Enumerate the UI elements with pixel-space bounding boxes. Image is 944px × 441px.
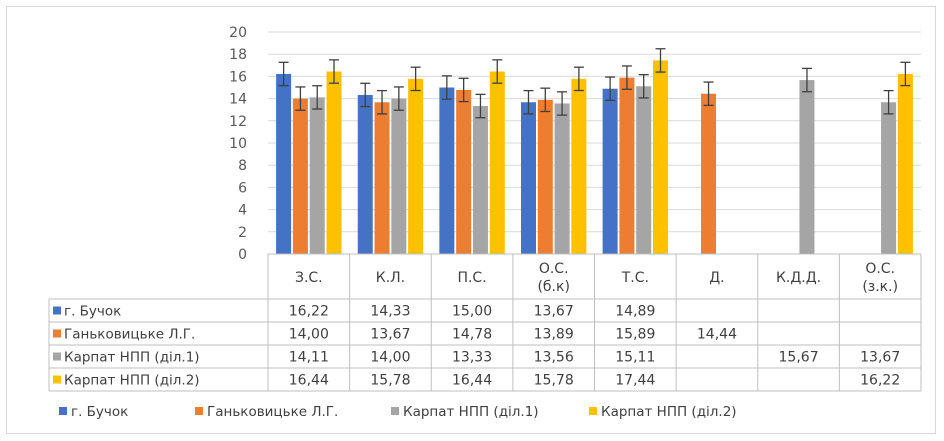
table-value: 14,33	[370, 304, 410, 320]
legend-key	[195, 407, 203, 415]
y-tick-label: 4	[238, 203, 247, 219]
bar	[602, 88, 618, 254]
table-series-name: г. Бучок	[64, 304, 121, 320]
table-value: 14,89	[615, 304, 655, 320]
y-tick-label: 6	[238, 180, 247, 196]
chart-frame: 0 2 4 6 8 10 12 14 16 18 20 З.С. К.Л. П.С. О.С. (б.к) Т…	[6, 6, 936, 434]
bar	[357, 94, 373, 254]
category-label: К.Д.Д.	[776, 270, 821, 286]
y-tick-label: 12	[229, 114, 247, 130]
table-value: 17,44	[615, 373, 655, 389]
y-tick-label: 10	[229, 136, 247, 152]
bar	[554, 103, 570, 254]
table-value: 13,33	[452, 350, 492, 366]
error-bars	[278, 48, 911, 119]
table-value: 13,67	[534, 304, 574, 320]
table-value: 14,00	[289, 327, 329, 343]
table-value: 13,67	[370, 327, 410, 343]
table-value: 15,00	[452, 304, 492, 320]
legend-key	[589, 407, 597, 415]
table-legend-key	[53, 375, 61, 384]
table-value: 15,89	[615, 327, 655, 343]
y-tick-label: 0	[238, 247, 247, 263]
legend-label: г. Бучок	[71, 404, 128, 420]
table-value: 14,44	[697, 327, 737, 343]
data-table: З.С. К.Л. П.С. О.С. (б.к) Т.С. Д. К.Д.Д. О.С. (з.…	[48, 253, 922, 392]
bar	[520, 102, 536, 254]
table-value: 15,67	[779, 350, 819, 366]
bar	[292, 98, 308, 254]
y-tick-label: 16	[229, 69, 247, 85]
legend-label: Ганьковицьке Л.Г.	[207, 404, 338, 420]
bar	[881, 102, 897, 254]
bar	[326, 71, 342, 255]
table-legend-key	[53, 306, 61, 315]
table-value: 15,78	[370, 373, 410, 389]
category-label: Д.	[709, 270, 724, 286]
table-value: 16,44	[452, 373, 492, 389]
category-label: Т.С.	[621, 270, 649, 286]
bar	[408, 78, 424, 254]
table-value: 14,00	[370, 350, 410, 366]
category-label: З.С.	[295, 270, 323, 286]
y-tick-label: 18	[229, 47, 247, 63]
bar	[374, 102, 390, 254]
bar	[456, 89, 472, 254]
table-value: 13,56	[534, 350, 574, 366]
bar-chart-with-data-table: 0 2 4 6 8 10 12 14 16 18 20 З.С. К.Л. П.С. О.С. (б.к) Т…	[48, 25, 922, 420]
table-value: 15,78	[534, 373, 574, 389]
y-tick-label: 14	[229, 92, 247, 108]
bar	[701, 93, 717, 254]
category-label: О.С.	[539, 261, 569, 277]
bar	[537, 99, 553, 254]
bar	[571, 78, 587, 254]
bar	[472, 106, 488, 254]
legend: г. Бучок Ганьковицьке Л.Г. Карпат НПП (діл…	[59, 404, 737, 420]
category-label: О.С.	[865, 261, 895, 277]
table-value: 14,78	[452, 327, 492, 343]
category-label: (б.к)	[537, 279, 569, 295]
legend-key	[59, 407, 67, 415]
bar	[309, 97, 325, 254]
legend-label: Карпат НПП (діл.1)	[403, 404, 539, 420]
table-series-name: Карпат НПП (діл.2)	[64, 373, 200, 389]
table-series-name: Ганьковицьке Л.Г.	[64, 327, 195, 343]
category-label: К.Л.	[376, 270, 405, 286]
bar	[653, 60, 669, 254]
y-tick-label: 2	[238, 225, 247, 241]
bar	[619, 77, 635, 254]
table-value: 15,11	[615, 350, 655, 366]
legend-key	[391, 407, 399, 415]
bar	[391, 98, 407, 254]
table-value: 13,67	[860, 350, 900, 366]
bar	[276, 73, 292, 254]
y-tick-label: 8	[238, 158, 247, 174]
table-value: 16,22	[289, 304, 329, 320]
table-value: 16,22	[860, 373, 900, 389]
bar	[439, 87, 455, 254]
table-value: 13,89	[534, 327, 574, 343]
bars	[276, 60, 913, 255]
legend-label: Карпат НПП (діл.2)	[601, 404, 737, 420]
bar	[489, 71, 505, 255]
bar	[897, 73, 913, 254]
bar	[799, 80, 815, 254]
category-label: (з.к.)	[862, 279, 898, 295]
table-value: 16,44	[289, 373, 329, 389]
table-legend-key	[53, 329, 61, 338]
table-value: 14,11	[289, 350, 329, 366]
y-tick-label: 20	[229, 25, 247, 41]
y-axis: 0 2 4 6 8 10 12 14 16 18 20	[229, 25, 247, 263]
table-series-name: Карпат НПП (діл.1)	[64, 350, 200, 366]
table-legend-key	[53, 352, 61, 361]
bar	[636, 86, 652, 255]
category-label: П.С.	[457, 270, 486, 286]
